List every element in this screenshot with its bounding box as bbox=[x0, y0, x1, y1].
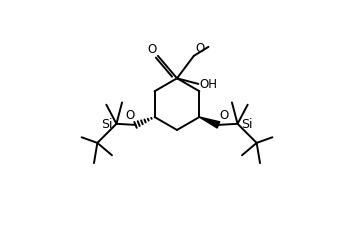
Text: O: O bbox=[219, 108, 229, 121]
Text: O: O bbox=[195, 42, 204, 55]
Polygon shape bbox=[199, 117, 220, 128]
Text: O: O bbox=[148, 43, 157, 56]
Text: Si: Si bbox=[241, 117, 253, 130]
Text: Si: Si bbox=[101, 117, 113, 130]
Text: O: O bbox=[125, 108, 135, 121]
Text: OH: OH bbox=[199, 78, 217, 91]
